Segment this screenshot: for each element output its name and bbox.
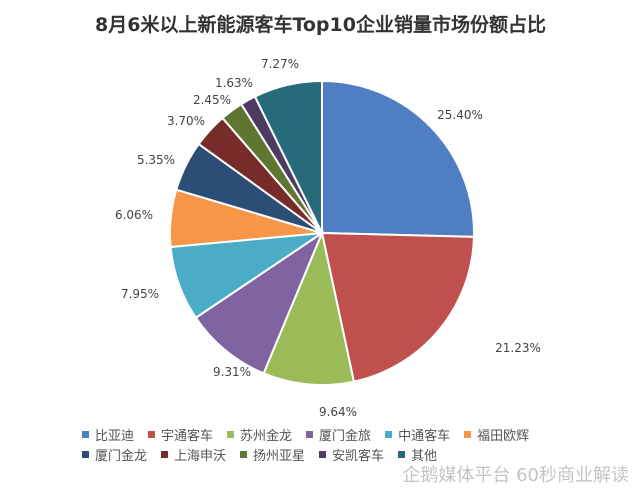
legend-label: 其他 — [411, 448, 438, 464]
watermark: 企鹅媒体平台 60秒商业解读 — [402, 465, 629, 486]
legend-item: 上海申沃 — [161, 444, 226, 464]
data-label: 2.45% — [193, 93, 231, 107]
legend-item: 其他 — [398, 444, 437, 464]
data-label: 3.70% — [167, 114, 205, 128]
legend-item: 安凯客车 — [319, 444, 384, 464]
legend-label: 上海申沃 — [174, 448, 227, 464]
data-label: 5.35% — [137, 153, 175, 167]
legend-label: 宇通客车 — [161, 428, 214, 444]
data-label: 7.27% — [261, 57, 299, 71]
legend-label: 扬州亚星 — [253, 448, 306, 464]
legend-swatch — [148, 430, 156, 438]
legend-swatch — [240, 450, 248, 458]
legend-item: 比亚迪 — [82, 424, 134, 444]
legend-swatch — [464, 430, 472, 438]
legend-label: 厦门金龙 — [95, 448, 148, 464]
pie-slice-0 — [321, 79, 475, 238]
data-label: 9.31% — [213, 365, 251, 379]
legend-item: 苏州金龙 — [227, 424, 292, 444]
pie-slice-1 — [320, 231, 475, 383]
legend-swatch — [398, 450, 406, 458]
legend-swatch — [319, 450, 327, 458]
legend-label: 比亚迪 — [95, 428, 135, 444]
legend-item: 宇通客车 — [148, 424, 213, 444]
legend-swatch — [227, 430, 235, 438]
legend-label: 安凯客车 — [332, 448, 385, 464]
pie-slice-3 — [194, 230, 325, 375]
data-label: 6.06% — [115, 208, 153, 222]
legend-swatch — [306, 430, 314, 438]
legend-item: 厦门金龙 — [82, 444, 147, 464]
data-label: 9.64% — [319, 405, 357, 419]
legend-label: 中通客车 — [398, 428, 451, 444]
legend-item: 福田欧辉 — [464, 424, 529, 444]
legend-item: 中通客车 — [385, 424, 450, 444]
pie-slice-10 — [253, 79, 323, 234]
pie-slice-2 — [262, 229, 356, 386]
data-label: 25.40% — [437, 108, 483, 122]
legend-swatch — [82, 430, 89, 438]
legend: 比亚迪 宇通客车 苏州金龙 厦门金旅 中通客车 福田欧辉厦门金龙 上海申沃 扬州亚星 安凯客车 其… — [82, 424, 622, 464]
legend-swatch — [82, 450, 89, 458]
legend-label: 福田欧辉 — [477, 428, 530, 444]
legend-swatch — [161, 450, 169, 458]
chart-title: 8月6米以上新能源客车Top10企业销量市场份额占比 — [95, 14, 546, 36]
legend-item: 扬州亚星 — [240, 444, 305, 464]
data-label: 1.63% — [215, 76, 253, 90]
legend-item: 厦门金旅 — [306, 424, 371, 444]
data-label: 21.23% — [495, 341, 541, 355]
legend-label: 厦门金旅 — [319, 428, 372, 444]
legend-swatch — [385, 430, 393, 438]
legend-label: 苏州金龙 — [240, 428, 293, 444]
data-label: 7.95% — [121, 287, 159, 301]
